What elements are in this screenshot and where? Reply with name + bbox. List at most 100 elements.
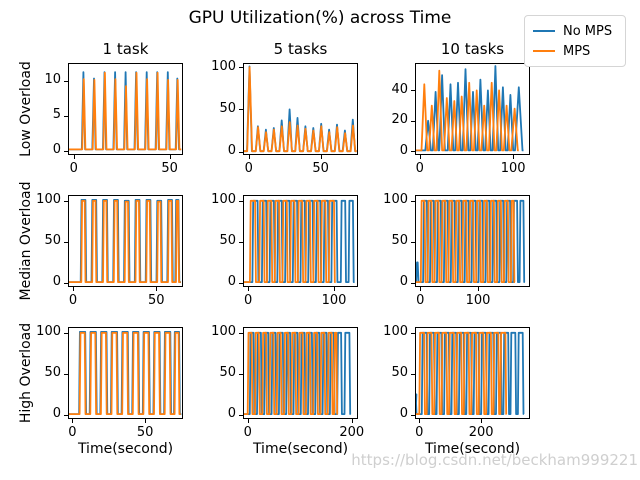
y-tick-mark xyxy=(64,200,68,202)
csdn-watermark: https://blog.csdn.net/beckham999221 xyxy=(351,451,638,469)
x-tick-label: 0 xyxy=(415,425,424,440)
x-tick-label: 0 xyxy=(68,293,78,308)
x-tick-label: 100 xyxy=(321,293,347,308)
subplot-high-overload-5-tasks: Time(second) 0 200 0 50 100 xyxy=(211,324,364,457)
y-tick-mark xyxy=(411,90,415,92)
x-tick-label: 200 xyxy=(468,425,494,440)
x-tick-label: 100 xyxy=(500,161,526,176)
x-tick-mark xyxy=(73,287,74,291)
series-mps xyxy=(69,71,182,151)
subplot-title: 1 task xyxy=(102,40,149,58)
axes-frame xyxy=(415,327,530,419)
axes-frame xyxy=(415,63,530,155)
legend-label-no-mps: No MPS xyxy=(563,23,613,39)
y-tick-label: 0 xyxy=(227,406,236,422)
x-tick-label: 50 xyxy=(136,425,154,440)
axes-frame xyxy=(243,327,358,419)
axes-frame xyxy=(243,63,358,155)
subplot-median-overload-5-tasks: 0 100 0 50 100 xyxy=(211,192,358,308)
subplot-median-overload-1-task: Median Overload 0 50 0 50 100 xyxy=(18,182,183,308)
y-tick-label: 100 xyxy=(383,192,408,208)
legend-item-no-mps: No MPS xyxy=(533,21,617,41)
y-tick-mark xyxy=(239,241,243,243)
y-tick-mark xyxy=(64,150,68,152)
y-tick-label: 50 xyxy=(219,233,236,249)
x-tick-mark xyxy=(73,155,75,159)
y-tick-mark xyxy=(239,67,243,69)
y-tick-label: 50 xyxy=(44,233,61,249)
y-tick-label: 0 xyxy=(52,142,61,158)
y-tick-mark xyxy=(239,414,243,416)
x-tick-label: 0 xyxy=(243,293,253,308)
x-tick-label: 0 xyxy=(416,293,425,308)
y-tick-label: 0 xyxy=(52,406,61,422)
mps-line-swatch xyxy=(533,50,555,52)
axes-frame xyxy=(68,327,183,419)
x-axis-label: Time(second) xyxy=(77,441,174,457)
x-tick-mark xyxy=(334,287,335,291)
axes-frame xyxy=(68,195,183,287)
x-tick-mark xyxy=(320,155,322,159)
x-tick-label: 50 xyxy=(161,161,178,176)
x-tick-label: 100 xyxy=(465,293,491,308)
y-tick-mark xyxy=(64,373,68,375)
y-tick-mark xyxy=(411,241,415,243)
subplot-title: 10 tasks xyxy=(440,40,505,58)
legend: No MPS MPS xyxy=(524,15,626,67)
x-tick-mark xyxy=(513,155,515,159)
series-mps xyxy=(415,199,516,283)
y-tick-label: 20 xyxy=(391,112,408,128)
y-tick-label: 100 xyxy=(36,324,61,340)
y-tick-label: 50 xyxy=(44,365,61,381)
y-tick-label: 0 xyxy=(227,274,236,290)
plot-canvas xyxy=(68,327,183,419)
plot-canvas xyxy=(415,63,530,155)
plot-canvas xyxy=(243,327,358,419)
y-tick-label: 0 xyxy=(52,274,61,290)
plot-canvas xyxy=(415,327,530,419)
y-tick-label: 0 xyxy=(227,143,236,159)
x-tick-label: 0 xyxy=(244,161,253,176)
plot-canvas xyxy=(68,63,183,155)
x-tick-label: 0 xyxy=(415,161,424,176)
y-tick-mark xyxy=(411,151,415,153)
y-tick-label: 100 xyxy=(36,192,61,208)
y-tick-label: 100 xyxy=(211,324,236,340)
subplot-low-overload-10-tasks: 10 tasks 0 100 0 20 40 xyxy=(391,40,530,176)
legend-item-mps: MPS xyxy=(533,41,617,61)
y-tick-mark xyxy=(64,115,68,117)
y-tick-label: 50 xyxy=(391,233,408,249)
subplot-low-overload-5-tasks: 5 tasks 0 50 0 50 100 xyxy=(211,40,358,176)
series-no-mps xyxy=(243,65,357,153)
y-tick-mark xyxy=(239,109,243,111)
x-tick-mark xyxy=(156,287,158,291)
series-mps xyxy=(415,331,508,415)
series-no-mps xyxy=(415,65,524,152)
y-tick-label: 40 xyxy=(391,81,408,97)
y-tick-mark xyxy=(64,414,68,416)
y-tick-mark xyxy=(411,373,415,375)
y-tick-mark xyxy=(239,151,243,153)
axes-frame xyxy=(243,195,358,287)
y-tick-label: 100 xyxy=(211,58,236,74)
series-mps xyxy=(243,331,339,415)
x-tick-mark xyxy=(145,419,147,423)
x-tick-label: 0 xyxy=(69,161,78,176)
x-tick-mark xyxy=(248,155,250,159)
x-tick-mark xyxy=(351,419,353,423)
series-mps xyxy=(68,331,181,415)
plot-canvas xyxy=(243,63,358,155)
y-tick-mark xyxy=(239,332,243,334)
x-tick-label: 200 xyxy=(339,425,365,440)
y-tick-label: 0 xyxy=(399,274,408,290)
x-tick-mark xyxy=(247,419,249,423)
y-tick-label: 5 xyxy=(52,107,61,123)
x-tick-label: 50 xyxy=(312,161,329,176)
y-tick-mark xyxy=(411,332,415,334)
y-tick-mark xyxy=(411,120,415,122)
x-tick-mark xyxy=(481,419,483,423)
subplot-high-overload-10-tasks: Time(second) 0 200 0 50 100 xyxy=(383,324,530,457)
y-tick-label: 0 xyxy=(399,406,408,422)
y-tick-mark xyxy=(411,282,415,284)
